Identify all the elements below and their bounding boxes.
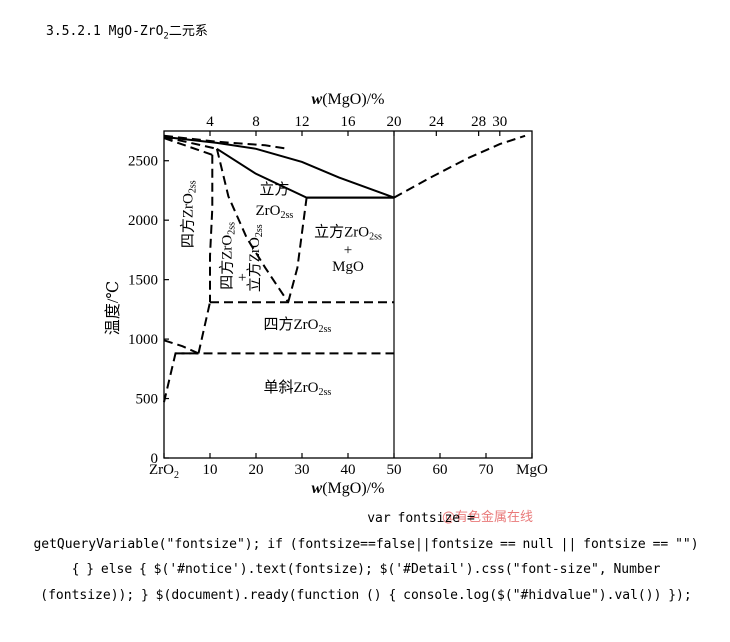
code-line: var fontsize = [367, 511, 475, 526]
boundary-zro2-transition-lower [163, 352, 199, 403]
y-tick-label: 500 [136, 392, 159, 408]
boundary-liquidus-solid [163, 135, 395, 199]
code-line: { } else { $('#notice').text(fontsize); … [71, 562, 661, 577]
boundary-cubic-ss-solvus-top [216, 147, 394, 199]
boundary-tetragonal-cubic-lower [163, 137, 213, 156]
boundary-zro2-transition-upper [163, 339, 199, 355]
x-tick-label: 60 [433, 462, 448, 478]
x-tick-label: ZrO2 [149, 462, 179, 481]
y-tick-label: 2500 [128, 154, 158, 170]
y-tick-label: 1500 [128, 273, 158, 289]
x2-tick-label: 12 [295, 114, 310, 130]
code-line: getQueryVariable("fontsize"); if (fontsi… [33, 536, 699, 552]
region-label: 立方ZrO2ss [246, 224, 265, 292]
boundary-mgo-liquidus [393, 134, 526, 199]
x-axis-title: w(MgO)/% [312, 480, 385, 497]
x2-axis-title: w(MgO)/% [312, 91, 385, 108]
x2-tick-label: 30 [492, 114, 507, 130]
region-label: 立方 [259, 181, 289, 198]
region-label: 四方ZrO2ss [180, 180, 199, 248]
code-line: (fontsize)); } $(document).ready(functio… [40, 587, 692, 603]
x-tick-label: 30 [295, 462, 310, 478]
region-label: 单斜ZrO2ss [264, 379, 332, 398]
boundary-tetragonal-monoclinic-upper [197, 301, 211, 354]
phase-diagram: ZrO2 10 20 30 40 50 60 70 MgO 4 8 12 16 20 24 28 30 0 500 1… [104, 91, 548, 497]
section-title: 3.5.2.1 MgO-ZrO2二元系 [46, 20, 208, 42]
x-tick-label: 10 [203, 462, 218, 478]
boundary-tetragonal-solvus [209, 154, 214, 303]
y-tick-label: 1000 [128, 332, 158, 348]
watermark: @有色金属在线 [442, 510, 534, 525]
x2-tick-label: 4 [206, 114, 214, 130]
y-tick-label: 0 [151, 451, 159, 467]
x-tick-label: 20 [249, 462, 264, 478]
region-label: 四方ZrO2ss [264, 316, 332, 335]
boundary-zro2-solidus [163, 135, 218, 150]
code-text: var fontsize = getQueryVariable("fontsiz… [14, 506, 718, 608]
x-tick-label: MgO [516, 462, 548, 478]
x2-tick-label: 20 [387, 114, 402, 130]
region-label: + [238, 270, 246, 286]
section-system: MgO-ZrO2二元系 [108, 24, 208, 42]
x-tick-label: 40 [341, 462, 356, 478]
boundary-cubic-ss-right [287, 197, 308, 303]
section-number: 3.5.2.1 [46, 24, 101, 39]
x-tick-label: 70 [479, 462, 494, 478]
x2-tick-label: 16 [341, 114, 357, 130]
x-tick-label: 50 [387, 462, 402, 478]
region-label: 四方ZrO2ss [219, 222, 238, 290]
region-label: MgO [332, 259, 364, 275]
region-label: 立方ZrO2ss [314, 224, 382, 243]
x2-tick-label: 24 [429, 114, 445, 130]
region-label: + [344, 243, 352, 259]
region-label: ZrO2ss [256, 203, 294, 221]
boundary-cubic-ss-left [215, 148, 290, 303]
y-tick-label: 2000 [128, 213, 158, 229]
x2-tick-label: 28 [471, 114, 486, 130]
x2-tick-label: 8 [252, 114, 260, 130]
boundary-zro2-liquidus-upper [163, 134, 289, 150]
y-axis-title: 温度/℃ [104, 281, 122, 335]
